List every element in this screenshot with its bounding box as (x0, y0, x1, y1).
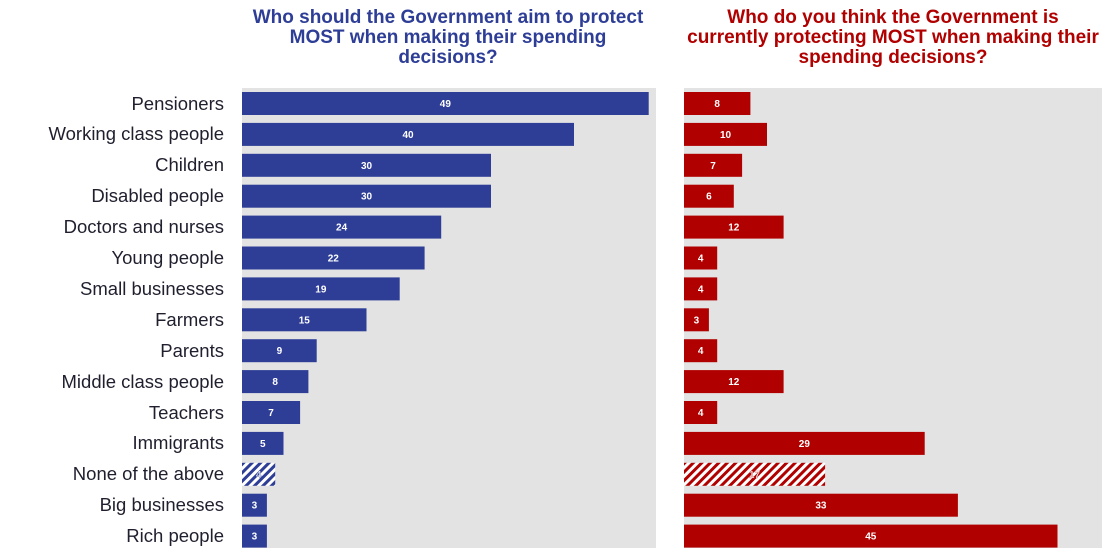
left-bar-small-businesses (242, 277, 400, 301)
right-bar-value-label: 4 (698, 346, 704, 357)
category-label: Big businesses (99, 494, 224, 516)
right-bar-value-label: 10 (720, 130, 732, 141)
left-bar-children (242, 153, 491, 177)
category-label: Rich people (126, 525, 224, 547)
left-bar-value-label: 7 (268, 408, 274, 419)
left-bar-doctors-and-nurses (242, 215, 442, 239)
left-bar-value-label: 22 (328, 254, 340, 265)
right-bar-value-label: 4 (698, 254, 704, 265)
right-bar-value-label: 12 (728, 377, 740, 388)
left-bar-value-label: 5 (260, 439, 266, 450)
left-chart-title: Who should the Government aim to protect… (252, 7, 644, 68)
right-bar-farmers (684, 308, 709, 332)
right-bar-value-label: 3 (694, 315, 700, 326)
category-label: Pensioners (131, 92, 224, 114)
right-bar-disabled-people (684, 184, 734, 208)
category-label: Middle class people (61, 370, 224, 392)
right-chart-title: Who do you think the Government is curre… (687, 7, 1099, 68)
right-bar-value-label: 33 (815, 501, 827, 512)
left-bar-value-label: 24 (336, 223, 348, 234)
right-bar-children (684, 153, 743, 177)
category-label: Disabled people (91, 185, 224, 207)
left-bar-immigrants (242, 431, 284, 455)
right-bars: 8 10 7 6 12 4 4 3 4 12 4 29 17 33 45 (684, 92, 1058, 548)
left-bar-teachers (242, 401, 301, 424)
left-bar-working-class-people (242, 122, 574, 146)
left-bar-parents (242, 339, 317, 363)
left-bar-disabled-people (242, 184, 491, 208)
left-bar-farmers (242, 308, 367, 332)
right-bar-value-label: 7 (710, 161, 716, 172)
category-label: Farmers (155, 308, 224, 330)
left-bar-value-label: 30 (361, 161, 373, 172)
right-bar-value-label: 17 (749, 470, 761, 481)
category-label: Small businesses (80, 277, 224, 299)
right-bar-pensioners (684, 92, 751, 115)
category-label: Working class people (48, 123, 225, 145)
left-bar-value-label: 9 (277, 346, 283, 357)
category-label: Teachers (148, 401, 224, 423)
left-bar-big-businesses (242, 493, 267, 517)
left-bar-value-label: 3 (252, 532, 258, 543)
right-bar-small-businesses (684, 277, 718, 301)
right-bar-value-label: 29 (799, 439, 811, 450)
right-bar-value-label: 4 (698, 284, 704, 295)
left-bar-young-people (242, 246, 425, 270)
right-bar-immigrants (684, 431, 925, 455)
right-bar-none-of-the-above (684, 462, 826, 486)
left-bars: 49 40 30 30 24 22 19 15 9 8 7 5 4 3 3 (242, 92, 649, 548)
left-bar-value-label: 3 (252, 501, 258, 512)
left-bar-middle-class-people (242, 370, 309, 394)
right-bar-value-label: 12 (728, 223, 740, 234)
right-bar-middle-class-people (684, 370, 784, 394)
left-bar-value-label: 49 (440, 99, 452, 110)
category-label: Children (155, 154, 224, 176)
category-label: Young people (111, 247, 225, 268)
left-bar-value-label: 19 (315, 284, 327, 295)
right-bar-teachers (684, 401, 718, 424)
right-bar-big-businesses (684, 493, 958, 517)
right-bar-rich-people (684, 524, 1058, 548)
category-label: Doctors and nurses (63, 216, 224, 238)
left-bar-value-label: 8 (272, 377, 278, 388)
right-bar-value-label: 45 (865, 532, 877, 543)
right-bar-parents (684, 339, 718, 363)
left-bar-value-label: 15 (299, 315, 311, 326)
left-bar-value-label: 4 (256, 470, 262, 481)
left-bar-none-of-the-above (242, 462, 276, 486)
left-bar-value-label: 40 (402, 130, 414, 141)
category-label: Parents (160, 339, 224, 361)
category-label: None of the above (72, 463, 224, 485)
right-bar-doctors-and-nurses (684, 215, 784, 239)
left-bar-value-label: 30 (361, 192, 373, 203)
right-bar-value-label: 6 (706, 192, 712, 203)
category-label: Immigrants (132, 432, 225, 454)
right-bar-young-people (684, 246, 718, 270)
right-bar-value-label: 4 (698, 408, 704, 419)
left-bar-rich-people (242, 524, 267, 548)
right-bar-working-class-people (684, 122, 767, 146)
right-bar-value-label: 8 (714, 99, 720, 110)
left-bar-pensioners (242, 92, 649, 115)
